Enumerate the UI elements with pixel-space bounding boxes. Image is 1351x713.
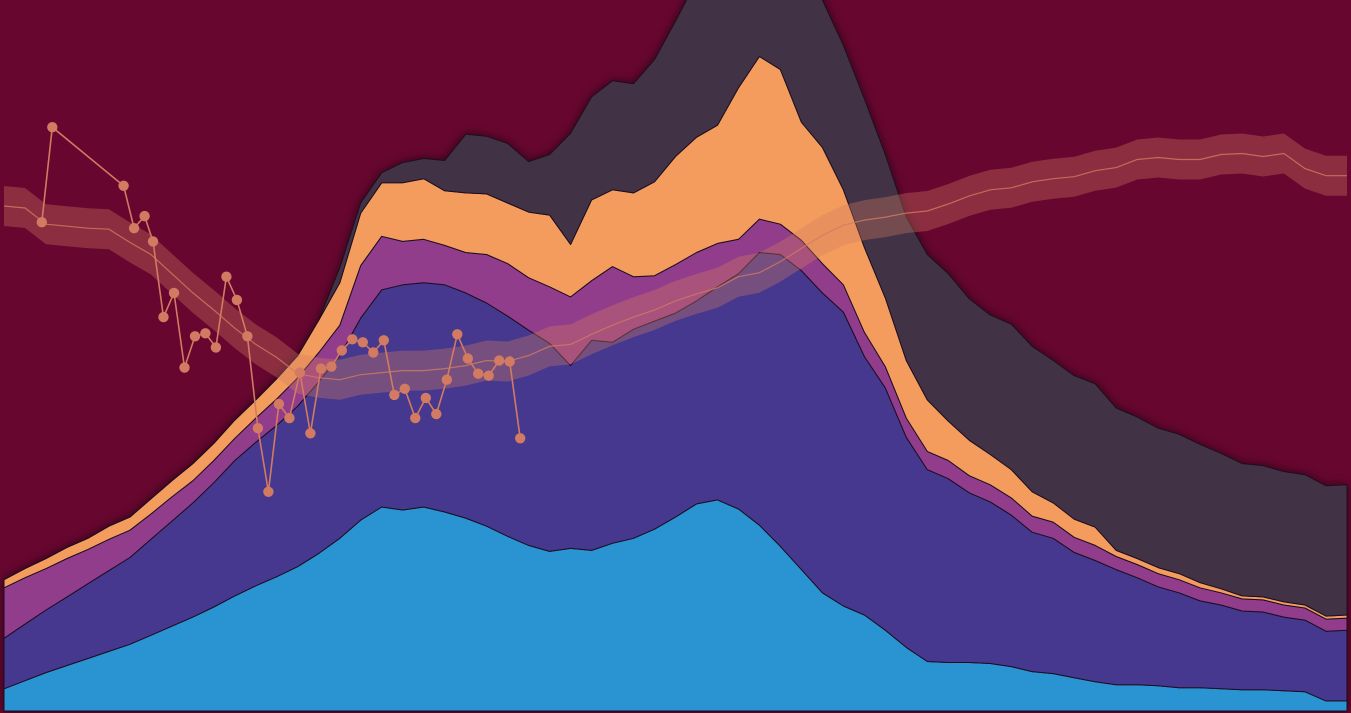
- marker-point: [368, 347, 379, 358]
- trend-line: [3, 152, 1347, 381]
- marker-point: [189, 331, 201, 342]
- marker-point: [179, 362, 190, 373]
- area-layer-5: [3, 0, 1348, 617]
- marker-point: [399, 383, 410, 394]
- marker-point: [315, 363, 327, 374]
- marker-point: [128, 223, 140, 234]
- marker-point: [158, 311, 169, 323]
- marker-point: [483, 370, 494, 381]
- trend-band: [4, 133, 1347, 400]
- marker-point: [284, 412, 295, 424]
- marker-point: [494, 355, 505, 366]
- marker-point: [36, 217, 47, 228]
- marker-point: [389, 389, 400, 401]
- marker-point: [242, 331, 253, 342]
- marker-point: [420, 392, 431, 404]
- marker-point: [139, 210, 150, 222]
- marker-point: [410, 412, 421, 424]
- marker-point: [326, 361, 337, 372]
- marker-point: [515, 433, 526, 444]
- marker-point: [263, 486, 274, 497]
- marker-point: [252, 423, 264, 434]
- marker-point: [462, 353, 473, 364]
- marker-point: [452, 329, 463, 340]
- marker-point: [168, 287, 180, 299]
- marker-point: [273, 398, 285, 410]
- marker-point: [200, 328, 211, 339]
- marker-point: [47, 122, 58, 133]
- marker-point: [473, 368, 484, 379]
- marker-point: [357, 337, 368, 348]
- marker-point: [221, 271, 232, 282]
- marker-point: [294, 367, 306, 378]
- marker-point: [231, 294, 243, 306]
- marker-point: [118, 180, 129, 191]
- area-layers: [3, 0, 1348, 712]
- overlay-series: [3, 122, 1347, 497]
- marker-point: [305, 428, 316, 439]
- marker-point: [504, 356, 515, 367]
- marker-point: [431, 408, 442, 420]
- marker-point: [336, 345, 347, 356]
- marker-point: [147, 236, 159, 247]
- marker-point: [441, 374, 452, 385]
- marker-point: [210, 342, 222, 353]
- marker-point: [347, 334, 358, 345]
- marker-point: [378, 335, 389, 346]
